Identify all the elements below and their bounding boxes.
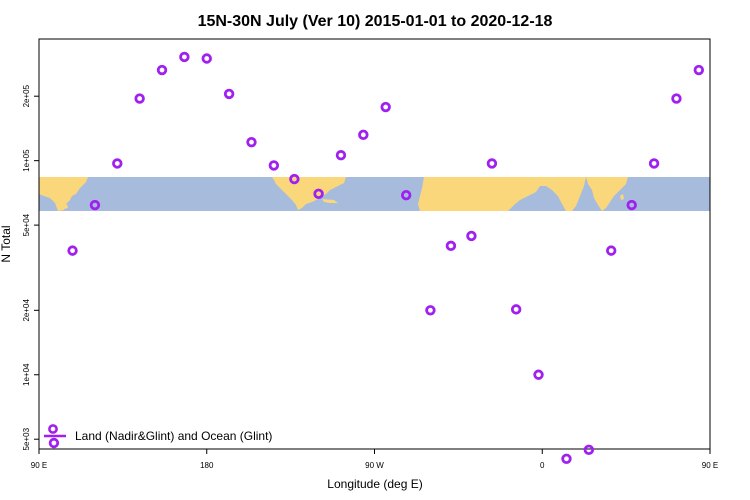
data-point	[671, 93, 682, 104]
data-point	[466, 230, 477, 242]
land-southeast-asia	[586, 177, 628, 211]
data-point	[223, 88, 235, 100]
data-points	[48, 51, 705, 464]
x-tick-label: 180	[200, 461, 214, 470]
data-point	[400, 189, 412, 201]
land-taiwan	[620, 194, 624, 200]
map-strip	[39, 177, 710, 211]
land-asia-east	[39, 177, 88, 211]
chart-title: 15N-30N July (Ver 10) 2015-01-01 to 2020…	[198, 13, 553, 30]
data-point	[445, 240, 457, 252]
x-tick-label: 90 E	[31, 461, 47, 470]
y-tick-label: 1e+04	[22, 363, 31, 386]
data-point	[89, 199, 101, 211]
data-point	[648, 158, 660, 169]
data-point	[268, 160, 280, 171]
data-point	[380, 101, 391, 113]
x-axis: 90 E 180 90 W 0 90 E	[31, 449, 718, 470]
data-point	[179, 51, 190, 63]
data-point	[289, 173, 300, 185]
y-tick-label: 2e+05	[22, 84, 31, 107]
data-point	[112, 158, 123, 169]
y-axis: 5e+03 1e+04 2e+04 5e+04 1e+05 2e+05	[22, 84, 39, 450]
x-tick-label: 90 W	[365, 461, 384, 470]
land-north-america	[272, 177, 346, 210]
land-island-pacific	[63, 204, 68, 209]
data-point	[335, 150, 347, 161]
y-axis-label: N Total	[0, 225, 13, 262]
data-point	[246, 136, 257, 148]
data-point	[48, 437, 60, 449]
data-point	[606, 245, 617, 256]
y-tick-label: 1e+05	[22, 149, 31, 172]
data-point	[533, 369, 544, 380]
x-tick-label: 0	[540, 461, 545, 470]
land-africa-arabia	[418, 177, 540, 211]
x-tick-label: 90 E	[702, 461, 718, 470]
y-tick-label: 5e+03	[22, 427, 31, 450]
data-point	[67, 245, 78, 256]
data-point	[693, 64, 705, 76]
data-point	[134, 93, 145, 104]
legend: Land (Nadir&Glint) and Ocean (Glint)	[44, 424, 272, 443]
x-axis-label: Longitude (deg E)	[327, 477, 422, 491]
legend-marker-icon	[48, 424, 58, 434]
y-tick-label: 2e+04	[22, 299, 31, 322]
data-point	[561, 453, 572, 464]
data-point	[201, 53, 212, 64]
data-point	[358, 129, 369, 141]
data-point	[156, 64, 168, 76]
data-point	[425, 305, 436, 316]
legend-entry: Land (Nadir&Glint) and Ocean (Glint)	[75, 429, 272, 443]
data-point	[626, 199, 637, 211]
land-cuba	[322, 199, 338, 203]
data-point	[486, 158, 498, 169]
data-point	[313, 188, 324, 200]
data-point	[510, 304, 522, 315]
y-tick-label: 5e+04	[22, 213, 31, 236]
data-point	[583, 444, 595, 456]
land-india	[540, 177, 586, 211]
